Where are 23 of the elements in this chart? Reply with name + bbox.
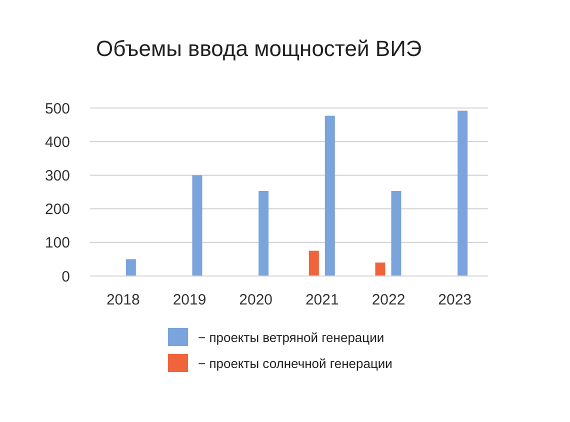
- bar: [324, 116, 335, 276]
- x-tick-label: 2018: [106, 292, 140, 309]
- bar: [126, 259, 136, 276]
- legend-label: − проекты солнечной генерации: [198, 356, 392, 370]
- y-tick-label: 400: [44, 134, 70, 151]
- y-tick-label: 100: [44, 234, 70, 252]
- bar: [258, 190, 269, 276]
- y-tick-label: 200: [44, 201, 70, 218]
- x-tick-label: 2021: [305, 292, 339, 309]
- y-tick-label: 500: [44, 100, 70, 118]
- bar: [192, 175, 202, 276]
- bar: [375, 262, 386, 276]
- bar: [458, 110, 468, 276]
- x-tick-label: 2023: [438, 292, 472, 309]
- y-tick-label: 0: [62, 268, 70, 286]
- chart-title: Объемы ввода мощностей ВИЭ: [95, 35, 423, 63]
- x-tick-label: 2022: [372, 292, 406, 309]
- bar: [308, 250, 319, 276]
- x-tick-label: 2020: [239, 292, 273, 309]
- y-tick-label: 300: [44, 168, 70, 185]
- x-tick-label: 2019: [172, 292, 206, 309]
- bar: [391, 190, 402, 276]
- legend-label: − проекты ветряной генерации: [198, 330, 384, 344]
